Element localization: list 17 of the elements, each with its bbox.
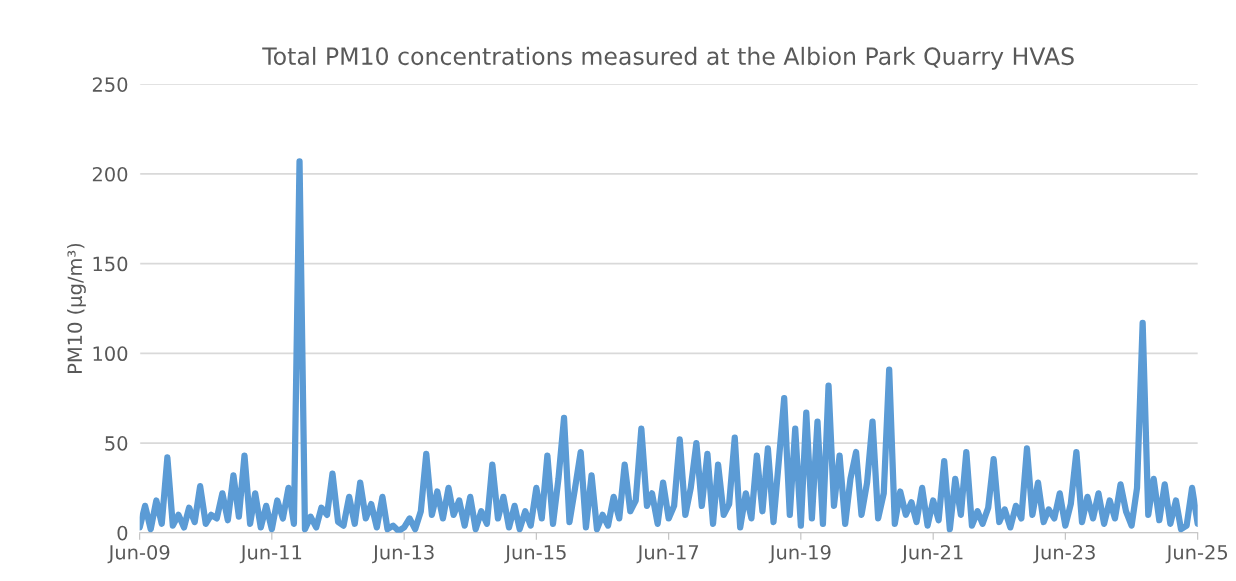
x-tick-label: Jun-25 (1165, 544, 1228, 564)
y-tick-label: 200 (92, 166, 128, 182)
chart-title: Total PM10 concentrations measured at the Albion Park Quarry HVAS (262, 46, 1074, 70)
x-tick-label: Jun-13 (372, 544, 434, 564)
x-tick-label: Jun-11 (239, 545, 302, 564)
y-tick-label: 50 (105, 436, 128, 451)
y-tick-label: 250 (92, 77, 128, 92)
y-tick-label: 100 (93, 346, 128, 362)
x-tick-label: Jun-15 (504, 545, 566, 564)
x-tick-label: Jun-19 (768, 544, 831, 564)
x-tick-label: Jun-23 (1033, 544, 1095, 564)
x-tick-label: Jun-17 (636, 545, 699, 564)
x-tick-label: Jun-09 (107, 544, 170, 564)
y-axis-title: PM10 (µg/m³) (67, 243, 86, 373)
y-tick-label: 150 (93, 256, 128, 272)
x-tick-label: Jun-21 (901, 544, 963, 564)
y-tick-label: 0 (117, 525, 128, 541)
